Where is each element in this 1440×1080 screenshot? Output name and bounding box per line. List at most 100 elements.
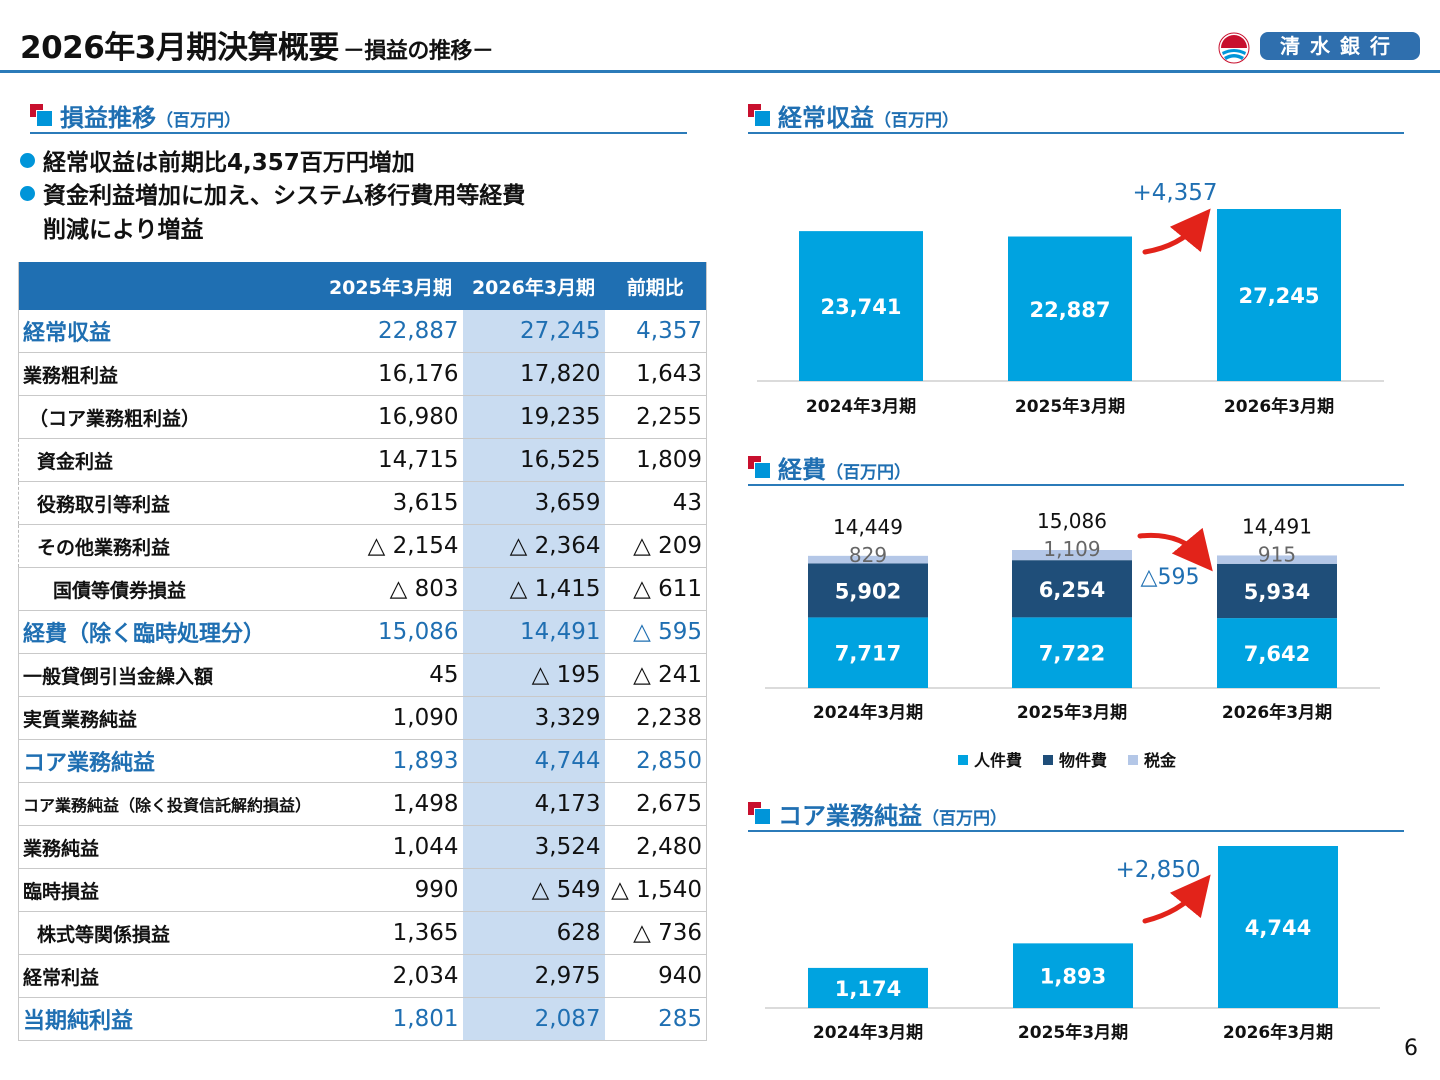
x-tick-label: 2024年3月期	[806, 396, 916, 417]
column-header: 前期比	[604, 262, 707, 310]
bullet-continuation: 削減により増益	[43, 210, 204, 244]
stacked-bar-segment	[1012, 550, 1132, 561]
table-row: 臨時損益 990 △ 549 △ 1,540	[18, 868, 707, 912]
row-label: 経常利益	[18, 954, 319, 998]
table-row: （コア業務粗利益） 16,980 19,235 2,255	[18, 395, 707, 439]
cell-2025: 22,887	[318, 310, 463, 353]
row-label: 資金利益	[18, 438, 319, 482]
segment-value-label: 5,934	[1244, 580, 1310, 604]
change-annotation: +4,357	[1132, 180, 1217, 206]
legend-swatch	[1043, 755, 1053, 765]
x-tick-label: 2025年3月期	[1017, 702, 1127, 723]
x-tick-label: 2026年3月期	[1224, 396, 1334, 417]
cell-2026: 27,245	[462, 310, 605, 353]
stacked-bar-segment	[808, 563, 928, 618]
row-label: 株式等関係損益	[18, 911, 319, 955]
row-label: （コア業務粗利益）	[18, 395, 319, 439]
row-label: コア業務純益（除く投資信託解約損益）	[18, 782, 319, 826]
cell-diff: 1,643	[604, 352, 707, 396]
cell-diff: △ 209	[604, 524, 707, 568]
table-row: 一般貸倒引当金繰入額 45 △ 195 △ 241	[18, 653, 707, 697]
total-value-label: 14,449	[833, 515, 903, 539]
legend-swatch	[1128, 755, 1138, 765]
section-title: 損益推移	[60, 104, 156, 132]
expense-chart: 7,717 5,902 829 14,449 2024年3月期 7,722 6,254 1,1…	[765, 509, 1380, 770]
title-main: 2026年3月期決算概要	[20, 30, 339, 66]
page-title: 2026年3月期決算概要 －損益の推移－	[20, 22, 494, 67]
table-row: コア業務純益（除く投資信託解約損益） 1,498 4,173 2,675	[18, 782, 707, 826]
cell-2026: △ 2,364	[462, 524, 605, 568]
cell-2026: 17,820	[462, 352, 605, 396]
segment-value-label: 6,254	[1039, 578, 1105, 602]
table-row: 業務粗利益 16,176 17,820 1,643	[18, 352, 707, 396]
stacked-bar-segment	[1217, 563, 1337, 619]
bar-value-label: 1,174	[835, 977, 901, 1001]
cell-2025: 990	[318, 868, 463, 912]
cell-diff: △ 736	[604, 911, 707, 955]
bank-logo: 清水銀行	[1218, 30, 1422, 64]
row-label: 経常収益	[18, 310, 319, 353]
segment-value-label: 5,902	[835, 579, 901, 603]
bar	[1218, 846, 1338, 1008]
trend-arrow-icon	[1142, 874, 1211, 924]
legend-label: 物件費	[1059, 751, 1107, 770]
section-mark-icon	[748, 104, 771, 127]
cell-diff: 2,238	[604, 696, 707, 740]
cell-2026: 4,173	[462, 782, 605, 826]
cell-2026: 4,744	[462, 739, 605, 783]
column-header: 2025年3月期	[318, 262, 463, 310]
bullet-item: 資金利益増加に加え、システム移行費用等経費	[20, 176, 525, 210]
cell-2026: 16,525	[462, 438, 605, 482]
cell-2025: 16,980	[318, 395, 463, 439]
pl-table: 2025年3月期 2026年3月期 前期比 経常収益 22,887 27,245 4,…	[18, 262, 707, 1041]
section-header-pl: 損益推移（百万円）	[30, 98, 687, 134]
cell-2026: 628	[462, 911, 605, 955]
cell-diff: 2,675	[604, 782, 707, 826]
section-unit: （百万円）	[874, 111, 959, 131]
row-label: 業務純益	[18, 825, 319, 869]
cell-diff: 1,809	[604, 438, 707, 482]
cell-2026: 2,975	[462, 954, 605, 998]
logo-text: 清水銀行	[1260, 32, 1420, 60]
segment-value-label: 7,717	[835, 642, 901, 666]
cell-diff: 2,850	[604, 739, 707, 783]
bar-value-label: 1,893	[1040, 965, 1106, 989]
segment-value-label: 7,642	[1244, 642, 1310, 666]
stacked-bar-segment	[808, 617, 928, 688]
bullet-text: 削減により増益	[43, 217, 204, 243]
table-row: 資金利益 14,715 16,525 1,809	[18, 438, 707, 482]
cell-2025: 3,615	[318, 481, 463, 525]
cell-2025: 1,044	[318, 825, 463, 869]
cell-2026: 3,659	[462, 481, 605, 525]
cell-2026: 3,524	[462, 825, 605, 869]
section-title: コア業務純益	[778, 802, 922, 830]
logo-mark-icon	[1218, 32, 1250, 64]
cell-diff: 2,255	[604, 395, 707, 439]
table-row: 経常収益 22,887 27,245 4,357	[18, 310, 707, 353]
section-unit: （百万円）	[922, 809, 1007, 829]
section-mark-icon	[30, 104, 53, 127]
row-label: その他業務利益	[18, 524, 319, 568]
row-label: コア業務純益	[18, 739, 319, 783]
cell-2025: 1,090	[318, 696, 463, 740]
legend-swatch	[958, 755, 968, 765]
total-value-label: 15,086	[1037, 509, 1107, 533]
section-unit: （百万円）	[826, 463, 911, 483]
bar	[799, 231, 923, 381]
cell-diff: △ 241	[604, 653, 707, 697]
bullet-text: 経常収益は前期比4,357百万円増加	[43, 150, 415, 176]
section-mark-icon	[748, 802, 771, 825]
cell-2026: 2,087	[462, 997, 605, 1041]
table-row: 当期純利益 1,801 2,087 285	[18, 997, 707, 1041]
change-annotation: △595	[1141, 565, 1200, 590]
bar	[1217, 209, 1341, 381]
cell-2026: △ 1,415	[462, 567, 605, 611]
bar-value-label: 22,887	[1029, 298, 1110, 322]
stacked-bar-segment	[1217, 555, 1337, 564]
bar	[1008, 236, 1132, 381]
cell-2025: 45	[318, 653, 463, 697]
section-header-revenue: 経常収益（百万円）	[748, 98, 1404, 134]
table-row: 株式等関係損益 1,365 628 △ 736	[18, 911, 707, 955]
cell-2025: △ 2,154	[318, 524, 463, 568]
